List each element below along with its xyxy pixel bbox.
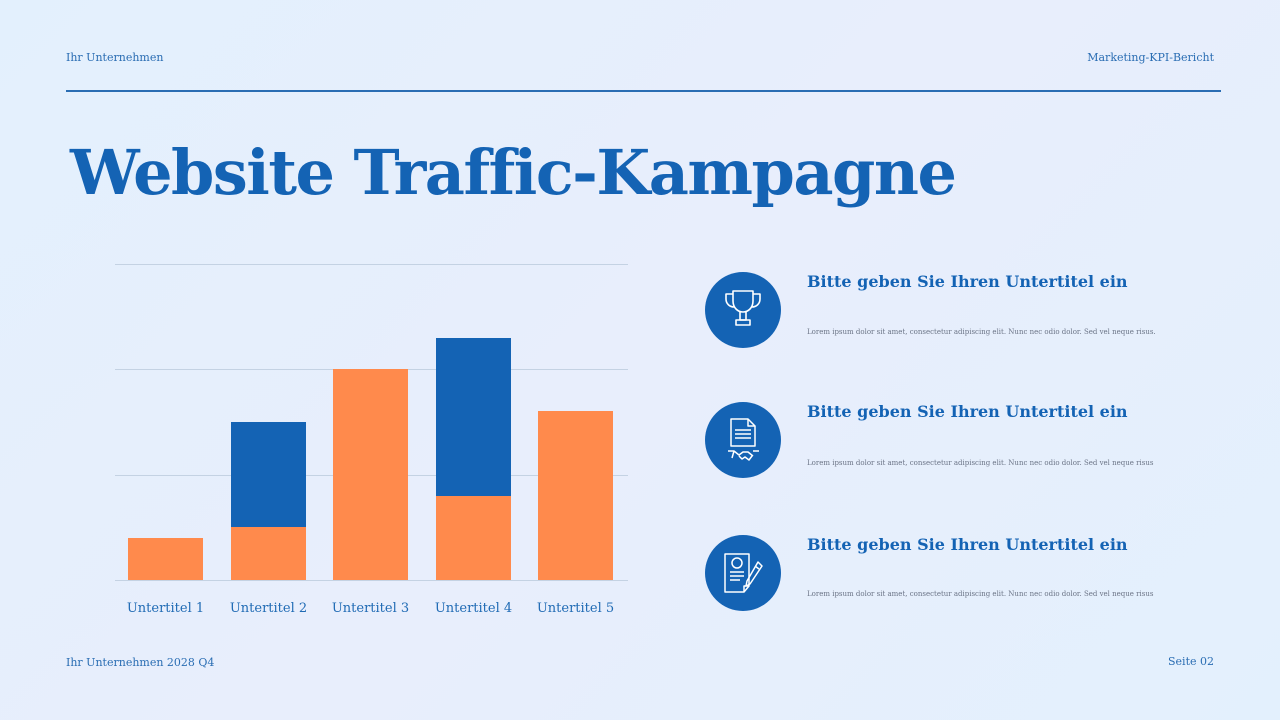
footer-company-period: Ihr Unternehmen 2028 Q4 [66,656,215,669]
item-title: Bitte geben Sie Ihren Untertitel ein [807,535,1128,554]
item-title: Bitte geben Sie Ihren Untertitel ein [807,272,1128,291]
gridline [115,264,628,265]
header-report-title: Marketing-KPI-Bericht [1087,51,1214,64]
feature-item: Bitte geben Sie Ihren Untertitel ein Lor… [705,272,1225,352]
bar-segment [538,411,613,580]
item-body: Lorem ipsum dolor sit amet, consectetur … [807,328,1156,336]
x-axis-label: Untertitel 2 [229,601,308,616]
bar-segment [436,337,511,496]
x-axis-label: Untertitel 4 [434,601,513,616]
feature-item: Bitte geben Sie Ihren Untertitel ein Lor… [705,402,1225,482]
bar-segment [231,422,306,528]
bar [436,0,511,580]
bar [231,0,306,580]
gridline [115,580,628,581]
bar [128,0,203,580]
x-axis-label: Untertitel 5 [536,601,615,616]
document-sign-icon [724,553,763,593]
bar-segment [333,369,408,580]
trophy-icon [725,290,761,326]
header-company: Ihr Unternehmen [66,51,164,64]
x-axis-label: Untertitel 3 [331,601,410,616]
icon-circle [705,272,781,348]
page-number: Seite 02 [1168,655,1214,668]
icon-circle [705,535,781,611]
bar-segment [231,527,306,580]
icon-circle [705,402,781,478]
item-body: Lorem ipsum dolor sit amet, consectetur … [807,590,1154,598]
bar [538,0,613,580]
stacked-bar-chart: Untertitel 1 Untertitel 2 Untertitel 3 Unte… [115,0,628,616]
bar-segment [128,537,203,580]
page-title: Website Traffic-Kampagne [70,136,957,209]
x-axis-label: Untertitel 1 [126,601,205,616]
bar [333,0,408,580]
header-divider [66,90,1221,92]
contract-handshake-icon [728,418,759,461]
item-title: Bitte geben Sie Ihren Untertitel ein [807,402,1128,421]
feature-item: Bitte geben Sie Ihren Untertitel ein Lor… [705,535,1225,615]
bar-segment [436,495,511,580]
item-body: Lorem ipsum dolor sit amet, consectetur … [807,459,1154,467]
